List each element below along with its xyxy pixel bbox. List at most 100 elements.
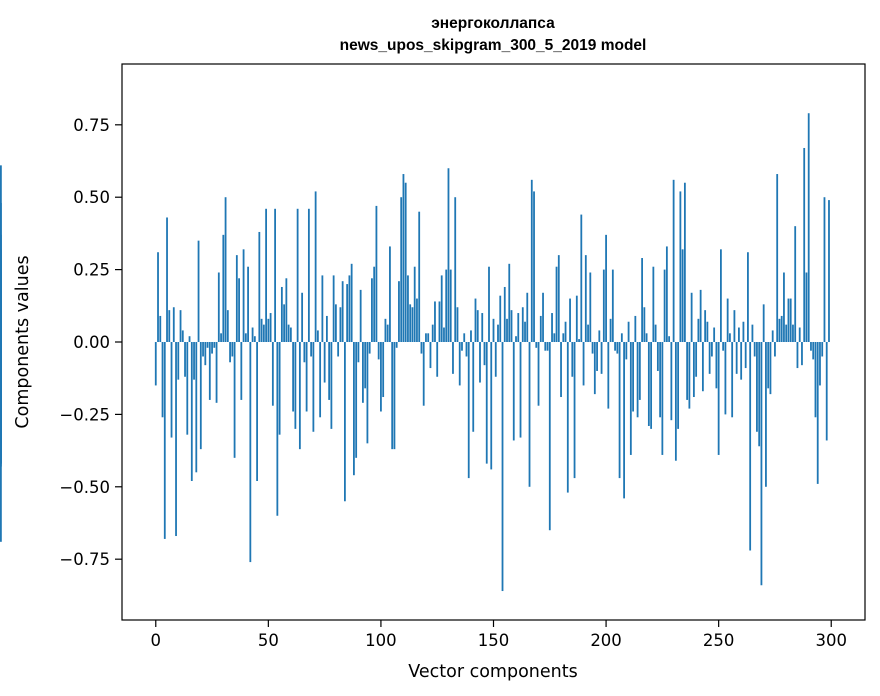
bar bbox=[355, 342, 358, 458]
bar bbox=[688, 342, 691, 409]
bar bbox=[267, 318, 270, 342]
bar bbox=[249, 342, 252, 563]
bar bbox=[199, 342, 202, 450]
bar bbox=[422, 342, 425, 406]
bar bbox=[271, 342, 274, 406]
bar bbox=[240, 342, 243, 400]
bar bbox=[656, 342, 659, 371]
bar bbox=[253, 336, 256, 342]
bar bbox=[226, 310, 229, 342]
bar bbox=[224, 197, 227, 342]
bar bbox=[395, 342, 398, 348]
bar bbox=[497, 324, 499, 343]
bar bbox=[794, 226, 797, 342]
bar bbox=[580, 214, 583, 342]
bar bbox=[319, 342, 322, 418]
bar bbox=[742, 321, 745, 342]
y-tick-label: 0.50 bbox=[73, 188, 110, 207]
bar bbox=[375, 205, 378, 342]
bar bbox=[519, 342, 522, 438]
bar bbox=[184, 342, 186, 377]
bar bbox=[384, 318, 387, 342]
bar bbox=[344, 342, 346, 502]
bar bbox=[312, 342, 315, 432]
bar bbox=[600, 342, 603, 374]
bar bbox=[467, 342, 470, 479]
bar bbox=[479, 342, 481, 383]
bar bbox=[560, 342, 562, 398]
x-tick-label: 300 bbox=[815, 631, 847, 650]
bar bbox=[301, 292, 304, 342]
bar bbox=[251, 327, 254, 342]
bar bbox=[197, 240, 200, 342]
bar bbox=[668, 336, 671, 342]
bar bbox=[476, 310, 479, 342]
bar bbox=[783, 272, 785, 342]
bar bbox=[0, 203, 2, 342]
bar bbox=[305, 342, 308, 412]
bar bbox=[222, 234, 225, 342]
bar bbox=[753, 342, 756, 357]
bar bbox=[177, 342, 180, 380]
bar bbox=[285, 278, 288, 342]
bar bbox=[501, 342, 504, 592]
bar bbox=[334, 304, 337, 342]
bar bbox=[276, 342, 279, 516]
bar bbox=[616, 342, 619, 354]
bar bbox=[314, 191, 317, 342]
bar bbox=[591, 342, 594, 354]
bar bbox=[330, 342, 333, 429]
bar bbox=[720, 249, 722, 342]
bar bbox=[695, 342, 698, 377]
bar bbox=[380, 342, 382, 412]
bar bbox=[440, 275, 443, 342]
bar bbox=[431, 324, 434, 343]
bar bbox=[292, 342, 295, 412]
bar bbox=[654, 324, 657, 343]
bar bbox=[602, 269, 605, 342]
bar bbox=[701, 342, 704, 392]
bar bbox=[373, 266, 376, 342]
bar bbox=[289, 327, 292, 342]
bar bbox=[346, 284, 349, 342]
bar bbox=[575, 295, 578, 342]
bar bbox=[663, 269, 666, 342]
bar bbox=[434, 301, 436, 342]
bar bbox=[582, 342, 585, 386]
bar bbox=[220, 333, 222, 342]
bar bbox=[611, 269, 614, 342]
bar bbox=[625, 342, 628, 360]
bar bbox=[724, 342, 727, 415]
bar bbox=[175, 342, 177, 537]
bar bbox=[425, 333, 427, 342]
bar bbox=[643, 307, 646, 342]
bar bbox=[172, 307, 175, 342]
chart-subtitle: news_upos_skipgram_300_5_2019 model bbox=[340, 37, 647, 54]
bar bbox=[738, 327, 740, 342]
bar bbox=[247, 266, 249, 342]
bar bbox=[650, 342, 653, 429]
bar bbox=[510, 310, 513, 342]
bar bbox=[398, 281, 400, 342]
bar bbox=[618, 342, 621, 479]
bars-group bbox=[0, 113, 830, 592]
y-axis-ticks: −0.75 −0.50 −0.25 0.00 0.25 0.50 0.75 bbox=[59, 116, 122, 569]
bar bbox=[551, 313, 553, 342]
bar bbox=[571, 342, 574, 377]
bar bbox=[704, 310, 707, 342]
x-tick-label: 100 bbox=[365, 631, 397, 650]
bar bbox=[760, 342, 763, 586]
bar bbox=[526, 292, 529, 342]
bar bbox=[771, 330, 774, 342]
bar bbox=[411, 307, 414, 342]
bar bbox=[711, 342, 713, 357]
bar bbox=[555, 266, 558, 342]
bar bbox=[785, 324, 788, 343]
bar bbox=[587, 324, 589, 343]
bar bbox=[296, 208, 299, 342]
bar bbox=[265, 208, 267, 342]
bar bbox=[780, 315, 783, 342]
bar bbox=[481, 313, 484, 342]
bar bbox=[825, 342, 828, 441]
bar bbox=[420, 342, 423, 354]
